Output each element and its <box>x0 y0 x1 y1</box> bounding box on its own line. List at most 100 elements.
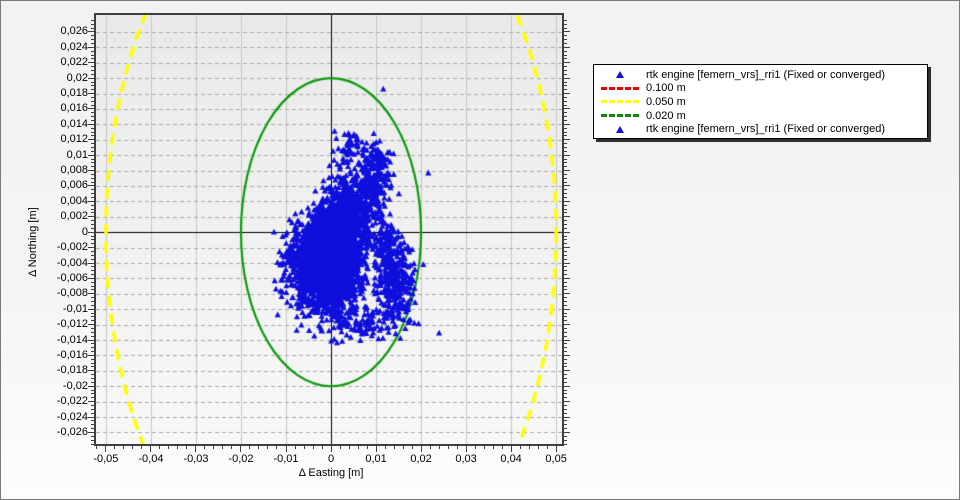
y-minor-tick <box>91 331 94 333</box>
y-major-tick <box>564 416 570 418</box>
x-major-tick <box>105 446 107 452</box>
y-minor-tick <box>564 69 567 71</box>
scatter-plot-canvas[interactable] <box>96 15 562 444</box>
y-minor-tick <box>564 408 567 410</box>
y-minor-tick <box>564 374 567 376</box>
x-minor-tick <box>393 446 395 449</box>
y-tick-label: -0,012 <box>56 318 88 331</box>
y-tick-label: -0,024 <box>56 410 88 423</box>
y-minor-tick <box>91 408 94 410</box>
y-minor-tick <box>564 197 567 199</box>
y-tick-label: 0,018 <box>60 87 88 100</box>
x-tick-label: 0,03 <box>455 453 477 465</box>
y-minor-tick <box>564 150 567 152</box>
x-minor-tick <box>411 446 413 449</box>
legend-entry: 0.100 m <box>594 82 927 96</box>
y-major-tick <box>88 185 94 187</box>
y-major-tick <box>564 216 570 218</box>
y-minor-tick <box>91 96 94 98</box>
y-minor-tick <box>91 327 94 329</box>
legend-entry: rtk engine [femern_vrs]_rri1 (Fixed or c… <box>594 68 927 82</box>
y-major-tick <box>88 354 94 356</box>
y-major-tick <box>564 170 570 172</box>
y-minor-tick <box>91 389 94 391</box>
legend-marker-dash-icon <box>594 100 646 104</box>
x-tick-label: 0,05 <box>545 453 567 465</box>
x-minor-tick <box>132 446 134 449</box>
legend-marker-triangle-icon <box>594 71 646 79</box>
y-minor-tick <box>564 378 567 380</box>
y-minor-tick <box>91 258 94 260</box>
y-minor-tick <box>564 320 567 322</box>
x-minor-tick <box>267 446 269 449</box>
y-major-tick <box>564 139 570 141</box>
y-minor-tick <box>91 343 94 345</box>
y-major-tick <box>564 293 570 295</box>
y-minor-tick <box>564 81 567 83</box>
y-major-tick <box>564 262 570 264</box>
y-minor-tick <box>91 378 94 380</box>
y-minor-tick <box>91 85 94 87</box>
y-minor-tick <box>91 166 94 168</box>
y-major-tick <box>564 93 570 95</box>
y-minor-tick <box>91 316 94 318</box>
x-minor-tick <box>231 446 233 449</box>
y-minor-tick <box>564 420 567 422</box>
legend-entry-label: 0.100 m <box>646 82 686 95</box>
y-minor-tick <box>91 177 94 179</box>
y-major-tick <box>564 46 570 48</box>
y-minor-tick <box>91 435 94 437</box>
y-minor-tick <box>564 227 567 229</box>
y-minor-tick <box>91 351 94 353</box>
y-minor-tick <box>91 254 94 256</box>
y-tick-label: -0,018 <box>56 364 88 377</box>
y-major-tick <box>88 77 94 79</box>
y-minor-tick <box>564 343 567 345</box>
y-minor-tick <box>564 254 567 256</box>
y-minor-tick <box>564 289 567 291</box>
y-minor-tick <box>91 428 94 430</box>
y-minor-tick <box>91 35 94 37</box>
y-minor-tick <box>564 166 567 168</box>
x-minor-tick <box>159 446 161 449</box>
y-minor-tick <box>564 397 567 399</box>
legend-entry: rtk engine [femern_vrs]_rri1 (Fixed or c… <box>594 122 927 136</box>
y-minor-tick <box>564 223 567 225</box>
y-minor-tick <box>91 204 94 206</box>
y-minor-tick <box>91 312 94 314</box>
y-minor-tick <box>91 173 94 175</box>
y-minor-tick <box>564 239 567 241</box>
y-minor-tick <box>564 220 567 222</box>
y-major-tick <box>88 200 94 202</box>
y-tick-label: 0,002 <box>60 210 88 223</box>
y-minor-tick <box>91 50 94 52</box>
y-minor-tick <box>91 393 94 395</box>
y-minor-tick <box>564 73 567 75</box>
y-minor-tick <box>91 158 94 160</box>
y-minor-tick <box>564 351 567 353</box>
y-tick-label: 0,022 <box>60 56 88 69</box>
y-minor-tick <box>91 42 94 44</box>
y-minor-tick <box>91 281 94 283</box>
x-minor-tick <box>321 446 323 449</box>
y-minor-tick <box>91 412 94 414</box>
y-minor-tick <box>91 54 94 56</box>
y-major-tick <box>88 31 94 33</box>
y-minor-tick <box>564 404 567 406</box>
y-minor-tick <box>91 100 94 102</box>
y-major-tick <box>564 231 570 233</box>
x-major-tick <box>150 446 152 452</box>
y-minor-tick <box>91 143 94 145</box>
y-minor-tick <box>564 181 567 183</box>
y-tick-label: -0,014 <box>56 333 88 346</box>
y-minor-tick <box>91 347 94 349</box>
y-minor-tick <box>91 443 94 445</box>
y-tick-label: -0,022 <box>56 395 88 408</box>
y-major-tick <box>564 385 570 387</box>
legend-marker-dash-icon <box>594 86 646 90</box>
y-minor-tick <box>564 435 567 437</box>
y-minor-tick <box>91 193 94 195</box>
y-minor-tick <box>91 116 94 118</box>
y-minor-tick <box>91 374 94 376</box>
